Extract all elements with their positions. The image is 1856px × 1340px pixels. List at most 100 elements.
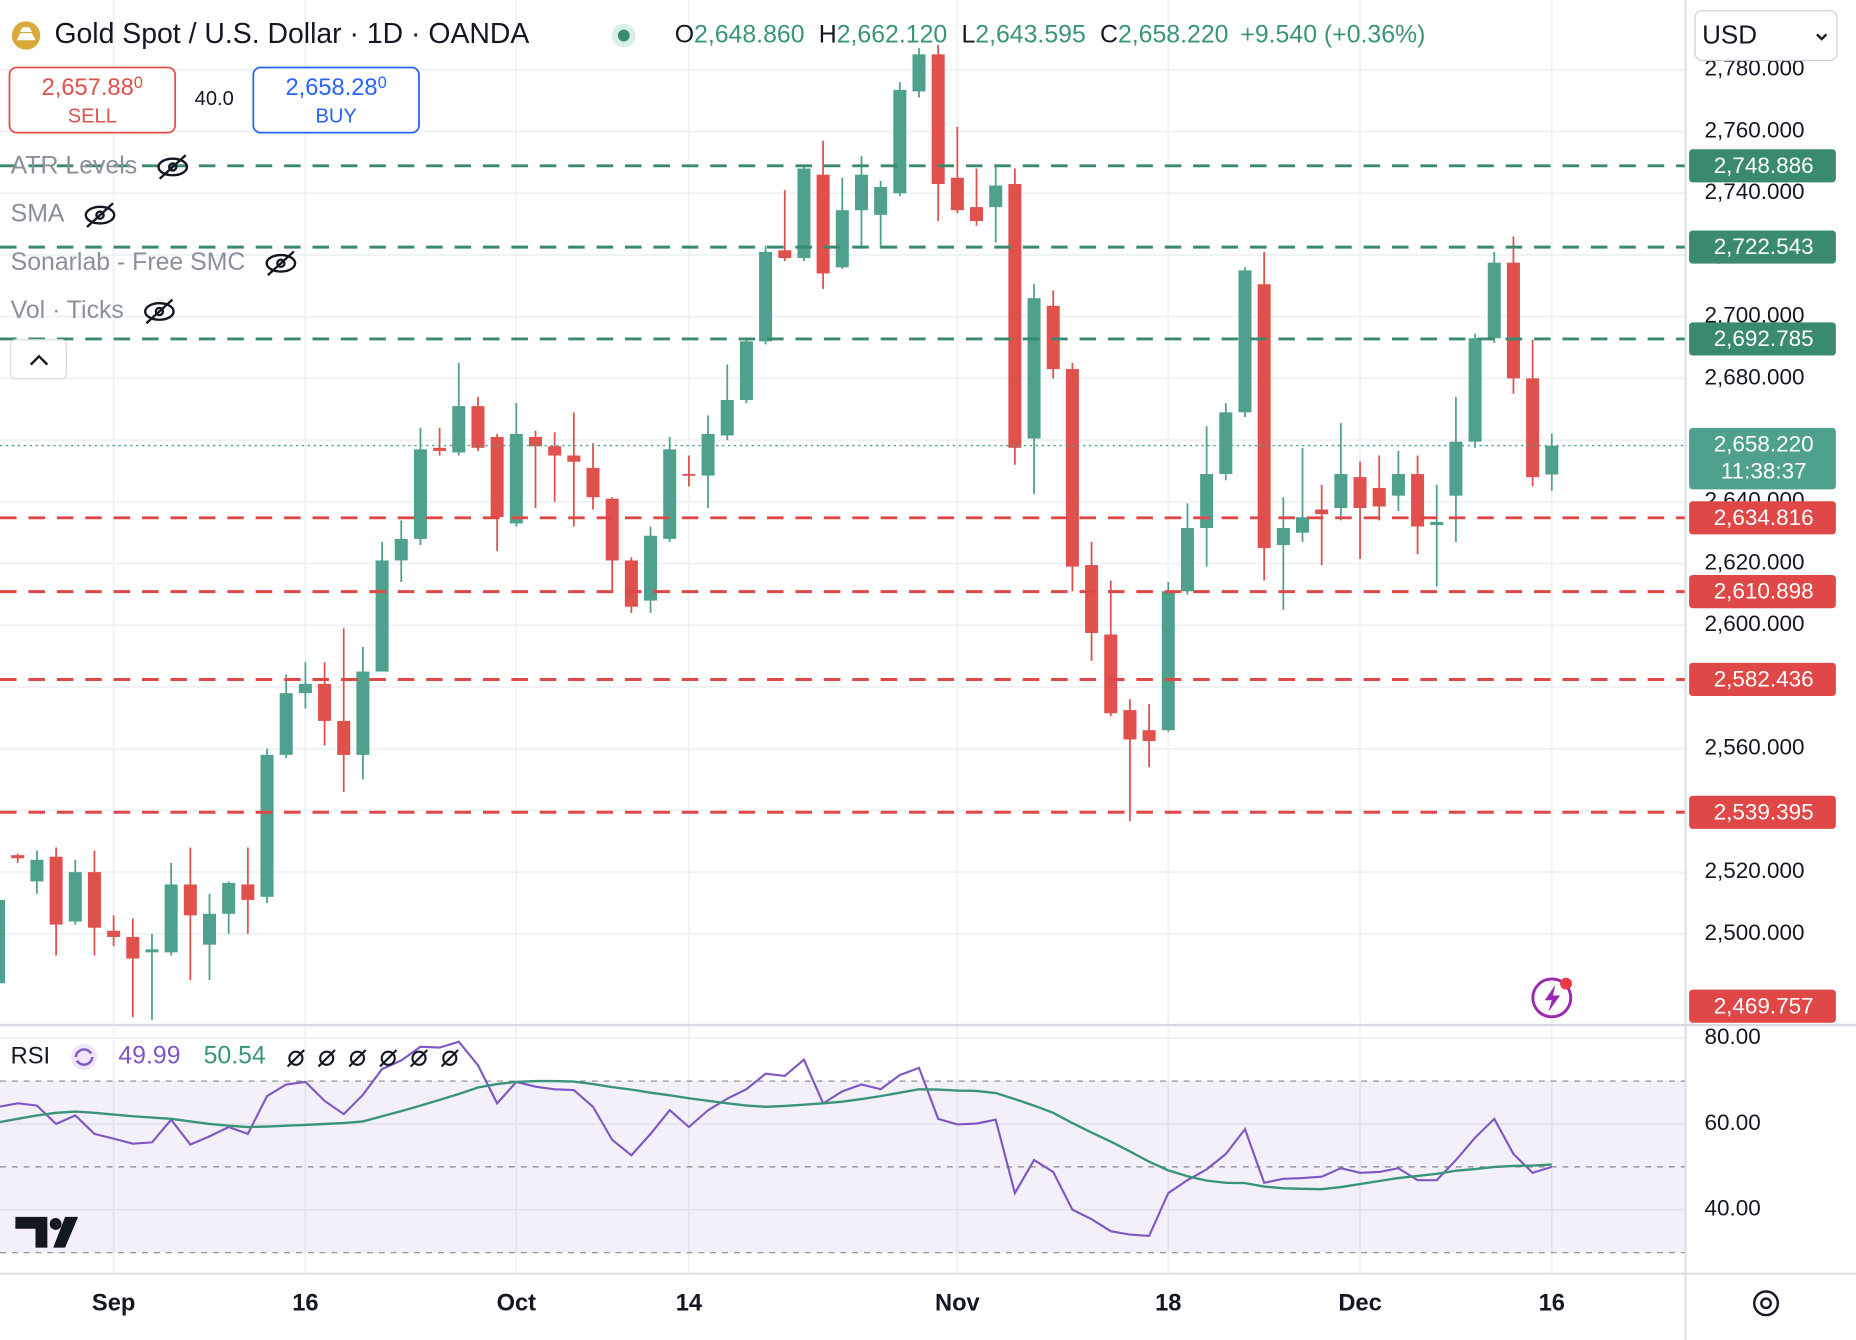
- candle-body: [68, 872, 82, 922]
- level-label: 2,722.543: [1714, 234, 1814, 259]
- alert-icon[interactable]: [1531, 977, 1573, 1019]
- candle-body: [375, 560, 389, 672]
- candle-body: [720, 399, 734, 436]
- candle-body: [835, 210, 849, 268]
- candle-body: [1430, 521, 1444, 525]
- eye: [84, 205, 116, 225]
- buy-label[interactable]: BUY: [315, 106, 356, 128]
- candle-body: [548, 446, 562, 456]
- buy-price[interactable]: 2,658.280: [286, 73, 387, 101]
- candle-body: [586, 467, 600, 498]
- currency-label[interactable]: USD: [1702, 20, 1757, 50]
- level-label-bg: [1689, 575, 1836, 609]
- candle-body: [1219, 412, 1233, 475]
- indicator-list: ATR Levels SMA Sonarlab - Free SMC Vol · Ti…: [11, 153, 297, 325]
- sell-label[interactable]: SELL: [68, 106, 117, 128]
- candle-body: [1027, 298, 1041, 439]
- candle-body: [912, 54, 926, 92]
- candle-body: [1296, 517, 1310, 533]
- eye: [157, 157, 189, 177]
- indicator-name[interactable]: Vol · Ticks: [11, 297, 124, 324]
- countdown: 11:38:37: [1721, 459, 1807, 484]
- candle-body: [605, 498, 619, 561]
- ohlc-letter: O: [675, 21, 694, 48]
- candle-body: [567, 455, 581, 462]
- collapse-button[interactable]: [10, 339, 67, 380]
- logo-dot[interactable]: [49, 1218, 62, 1230]
- candle-body: [1142, 730, 1156, 741]
- candle-body: [1200, 474, 1214, 529]
- indicator-hidden-icon[interactable]: [84, 202, 116, 228]
- indicator-hidden-icon[interactable]: [265, 250, 297, 277]
- candle-body: [30, 859, 44, 882]
- logo-v[interactable]: [53, 1216, 79, 1248]
- candle-body: [1123, 710, 1137, 740]
- eye-pupil: [167, 162, 178, 172]
- candle-body: [1008, 183, 1022, 448]
- buy-price-main[interactable]: 2,658.28: [286, 75, 378, 101]
- candle-body: [126, 936, 140, 959]
- candle-body: [107, 930, 121, 937]
- sell-price-pip[interactable]: 0: [134, 73, 143, 92]
- sell-button[interactable]: [8, 66, 177, 134]
- logo-t[interactable]: [15, 1216, 48, 1248]
- candle-body: [1334, 474, 1348, 508]
- candle-body: [854, 174, 868, 211]
- sell-price[interactable]: 2,657.880: [42, 73, 143, 101]
- level-label-bg: [1689, 501, 1836, 535]
- buy-price-pip[interactable]: 0: [378, 73, 387, 92]
- candle-body: [778, 250, 792, 259]
- candle-body: [739, 341, 753, 400]
- hidden-plot: [442, 1050, 458, 1066]
- settings-icon-core[interactable]: [1760, 1297, 1772, 1310]
- buy-button[interactable]: [252, 66, 420, 134]
- candle-body: [1506, 262, 1520, 379]
- indicator-name[interactable]: ATR Levels: [11, 153, 138, 180]
- candle-body: [931, 54, 945, 184]
- candle-body: [701, 433, 715, 476]
- candle-body: [1545, 445, 1559, 475]
- alert-bolt[interactable]: [1544, 984, 1561, 1013]
- level-label: 2,634.816: [1714, 505, 1814, 530]
- candle-body: [1526, 378, 1540, 478]
- y-tick-label: 2,520.000: [1704, 858, 1804, 883]
- hidden-plot: [319, 1050, 335, 1066]
- candle-body: [1104, 634, 1118, 714]
- indicator-hidden-icon[interactable]: [143, 298, 175, 325]
- eye-slash: [158, 154, 187, 180]
- indicator-hidden-icon[interactable]: [157, 154, 189, 180]
- candle-body: [356, 671, 370, 755]
- collapse-icon[interactable]: [29, 354, 49, 366]
- level-label: 2,610.898: [1714, 579, 1814, 604]
- settings-icon[interactable]: [1753, 1290, 1780, 1317]
- ohlc-change: +9.540 (+0.36%): [1240, 21, 1425, 48]
- ohlc-letter: C: [1100, 21, 1118, 48]
- sell-price-main[interactable]: 2,657.88: [42, 75, 134, 101]
- currency-chevron[interactable]: [1816, 33, 1828, 41]
- candle-body: [528, 437, 543, 447]
- candle-body: [509, 433, 523, 524]
- indicator-name[interactable]: Sonarlab - Free SMC: [11, 249, 246, 276]
- rsi-tick-label: 40.00: [1704, 1196, 1760, 1221]
- candle-body: [394, 538, 408, 561]
- candle-body: [1238, 270, 1252, 413]
- candle-body: [816, 174, 830, 274]
- candle-body: [682, 474, 696, 476]
- indicator-name[interactable]: SMA: [11, 201, 65, 228]
- price-axis: 2,500.0002,520.0002,540.0002,560.0002,58…: [1689, 56, 1836, 1221]
- candle-body: [1487, 262, 1501, 339]
- hidden-plot-slash: [317, 1049, 336, 1068]
- level-label-bg: [1689, 989, 1836, 1023]
- rsi-icon-arrows: [74, 1048, 94, 1066]
- candle-body: [337, 720, 351, 755]
- rsi-tick-label: 80.00: [1704, 1024, 1760, 1049]
- ohlc-letter: H: [819, 21, 837, 48]
- candle-body: [1449, 441, 1463, 496]
- candle-body: [1353, 477, 1367, 508]
- candle-body: [624, 560, 638, 607]
- candle-body: [145, 949, 159, 953]
- level-label-bg: [1689, 795, 1836, 829]
- ohlc-value: 2,662.120: [837, 21, 948, 48]
- currency-select[interactable]: [1694, 10, 1838, 62]
- x-tick-label: 14: [676, 1291, 703, 1317]
